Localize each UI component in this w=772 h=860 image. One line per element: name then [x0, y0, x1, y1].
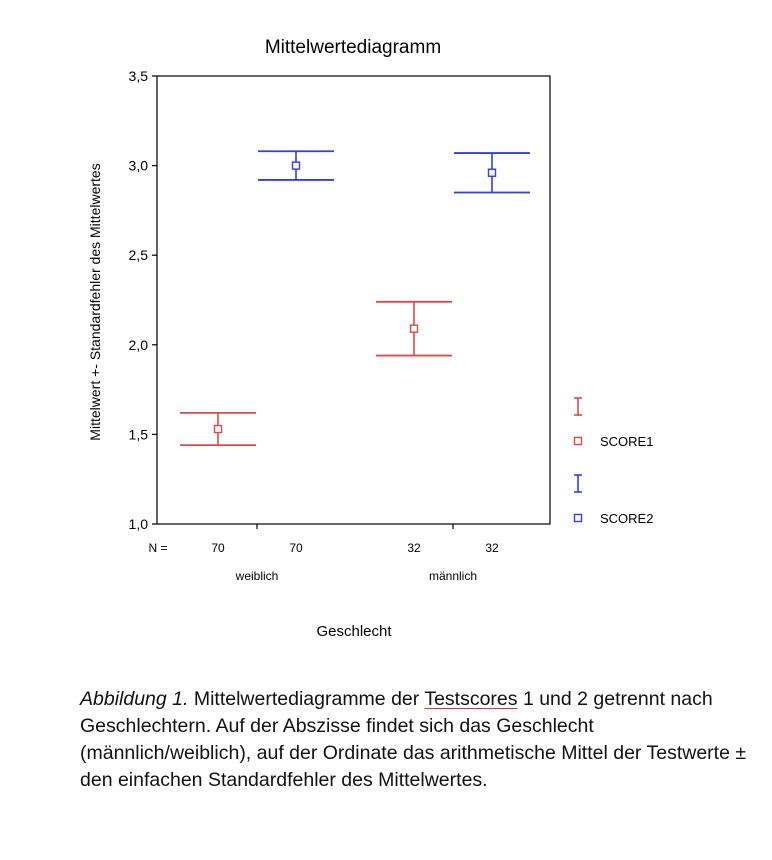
caption-underlined-word: Testscores: [424, 688, 518, 710]
plot-frame: [156, 75, 551, 525]
legend-marker-score1: [573, 436, 583, 446]
y-tick-label-5: 3,5: [129, 68, 149, 84]
n-count-score2-männlich: 32: [485, 541, 499, 555]
legend-marker-score2: [573, 513, 583, 523]
caption-text-1: Mittelwertediagramme der: [188, 688, 425, 710]
legend-label-score2: SCORE2: [600, 511, 653, 526]
n-count-score1-weiblich: 70: [211, 541, 225, 555]
error-bar-chart: Mittelwertediagramm Mittelwert +- Standa…: [87, 37, 653, 640]
x-category-label-0: weiblich: [235, 569, 279, 583]
caption-text-2: 1 und 2 getrennt nach Geschlechtern. Auf…: [80, 688, 747, 791]
caption-label: Abbildung 1.: [80, 688, 189, 710]
x-category-label-1: männlich: [429, 569, 477, 583]
chart-title: Mittelwertediagramm: [265, 37, 441, 58]
figure-caption: Abbildung 1. Mittelwertediagramme der Te…: [80, 686, 750, 794]
y-axis-label: Mittelwert +- Standardfehler des Mittelw…: [87, 163, 103, 440]
y-tick-label-1: 1,5: [129, 426, 149, 442]
x-axis-label: Geschlecht: [316, 623, 392, 640]
n-count-score1-männlich: 32: [407, 541, 421, 555]
y-tick-label-0: 1,0: [129, 516, 149, 532]
legend-label-score1: SCORE1: [600, 434, 653, 449]
n-label: N =: [148, 541, 167, 555]
mean-marker-score1-weiblich: [213, 424, 223, 434]
mean-marker-score1-männlich: [409, 324, 419, 333]
y-tick-label-2: 2,0: [129, 337, 149, 353]
mean-marker-score2-männlich: [487, 168, 497, 177]
mean-marker-score2-weiblich: [291, 161, 301, 170]
y-tick-label-4: 3,0: [129, 158, 149, 174]
n-count-score2-weiblich: 70: [289, 541, 303, 555]
y-tick-label-3: 2,5: [129, 247, 149, 263]
